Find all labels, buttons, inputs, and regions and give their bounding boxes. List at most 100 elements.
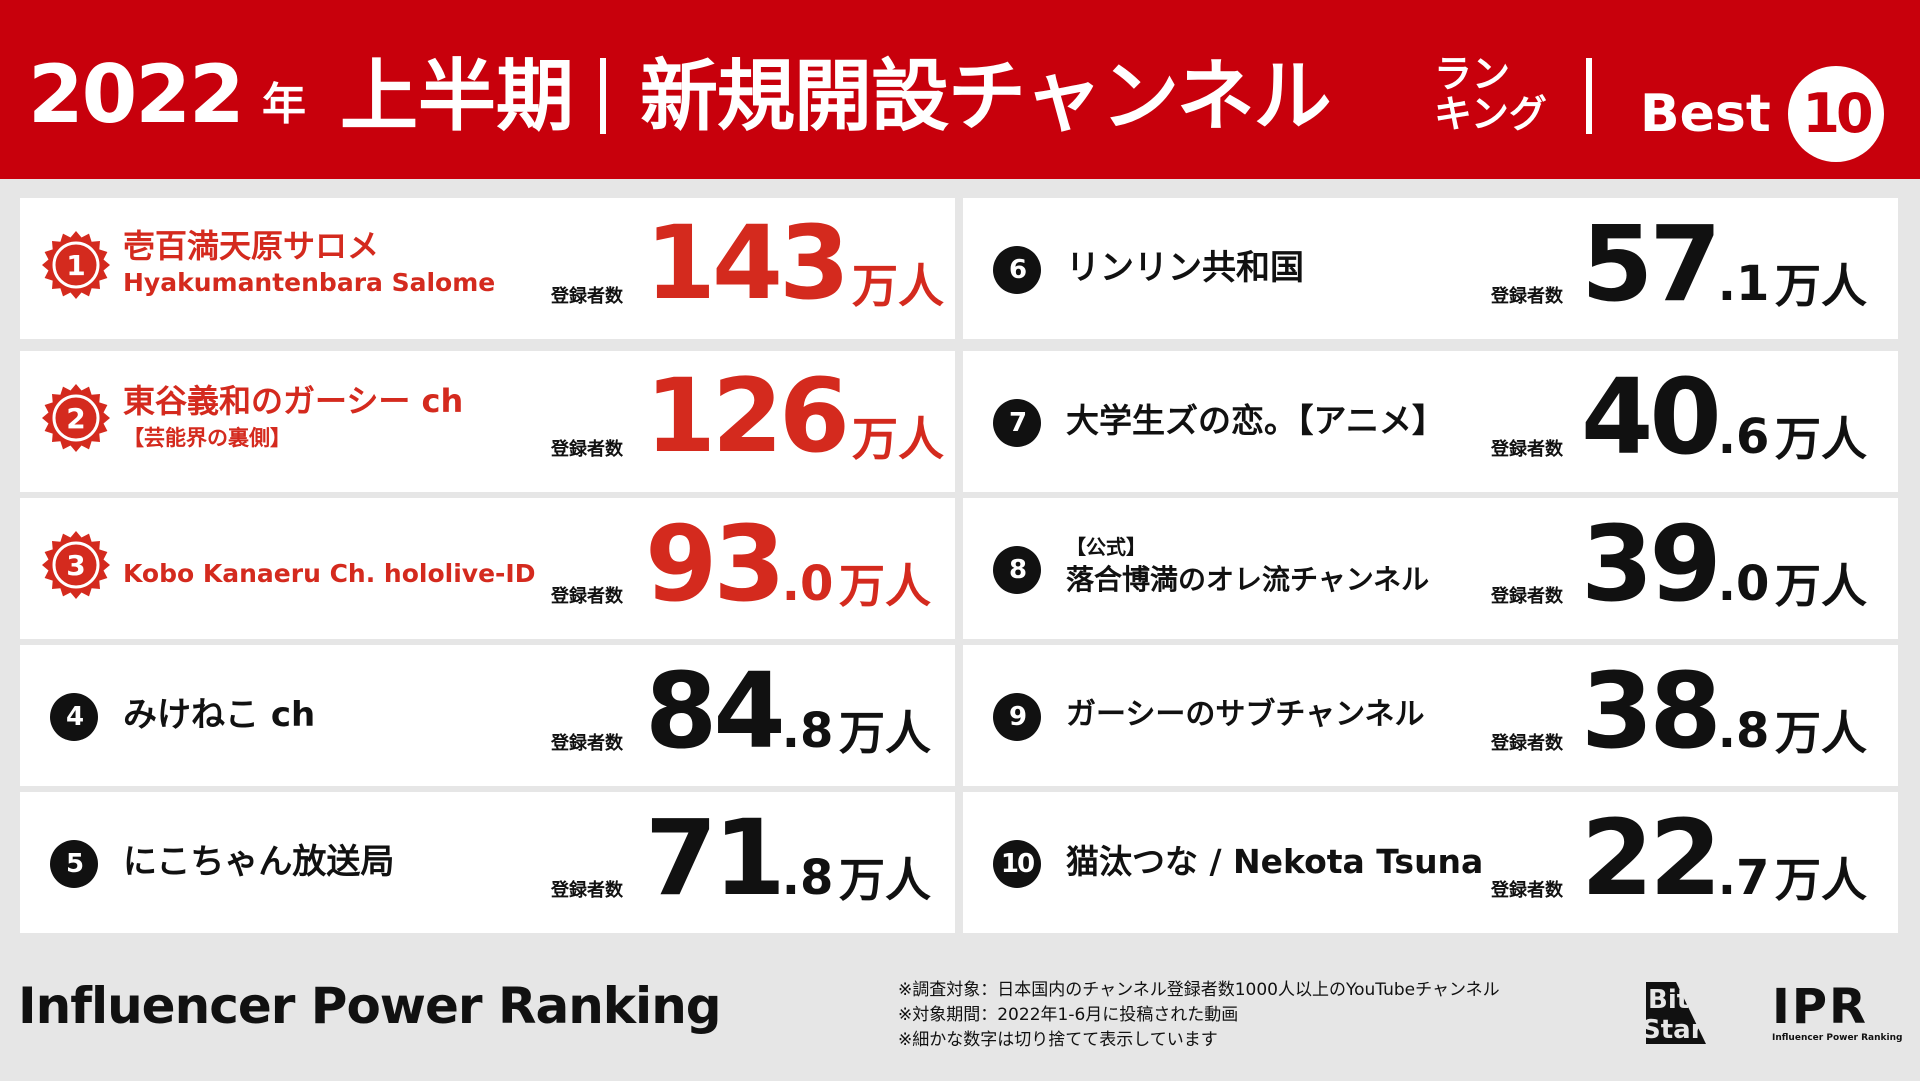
header-divider — [600, 58, 606, 134]
subscriber-unit: 万人 — [839, 706, 931, 760]
rank-number: 5 — [50, 840, 98, 888]
subscriber-count: 143 — [645, 204, 850, 342]
subscriber-count-decimal: .0 — [1717, 556, 1770, 612]
subscriber-count-decimal: .7 — [1717, 850, 1770, 906]
ipr-logo: IPR Influencer Power Ranking — [1772, 982, 1902, 1044]
header-banner: 2022 年 上半期 新規開設チャンネル ラン キング Best 10 — [0, 0, 1920, 179]
subscriber-count-decimal: .1 — [1717, 256, 1770, 312]
ranking-card: 9 ガーシーのサブチャンネル登録者数 38.8 万人 — [963, 645, 1898, 786]
channel-name: 壱百満天原サロメ — [123, 227, 380, 265]
ranking-card: 2 【芸能界の裏側】 東谷義和のガーシー ch 登録者数 126 万人 — [20, 351, 955, 492]
subscriber-count-integer: 93 — [645, 503, 786, 625]
footer-note: ※調査対象：日本国内のチャンネル登録者数1000人以上のYouTubeチャンネル — [898, 980, 1500, 1000]
ipr-logo-subtitle: Influencer Power Ranking — [1772, 1033, 1903, 1043]
header-best: Best — [1640, 84, 1771, 144]
channel-name: にこちゃん放送局 — [123, 842, 395, 882]
subscriber-unit: 万人 — [1775, 706, 1867, 760]
subscriber-unit: 万人 — [852, 412, 944, 466]
subscriber-count-decimal: .8 — [781, 850, 834, 906]
subscriber-count: 84.8 — [645, 651, 833, 791]
subscriber-label: 登録者数 — [551, 733, 623, 754]
rank-number: 7 — [993, 399, 1041, 447]
subscriber-count-integer: 57 — [1581, 203, 1722, 325]
subscriber-count-integer: 143 — [645, 204, 850, 323]
subscriber-unit: 万人 — [839, 853, 931, 907]
bitstar-logo: Bit Star — [1642, 978, 1706, 1045]
rank-medal-icon: 3 — [42, 531, 110, 599]
header-main-title: 新規開設チャンネル — [640, 52, 1332, 142]
ranking-card: 7 大学生ズの恋。【アニメ】 登録者数 40.6 万人 — [963, 351, 1898, 492]
header-divider — [1586, 58, 1592, 134]
ranking-card: 10 猫汰つな / Nekota Tsuna 登録者数 22.7 万人 — [963, 792, 1898, 933]
ranking-card: 3 Kobo Kanaeru Ch. hololive-ID 登録者数 93.0 万人 — [20, 498, 955, 639]
rank-number: 8 — [993, 546, 1041, 594]
subscriber-count-integer: 38 — [1581, 650, 1722, 772]
channel-name: みけねこ ch — [123, 695, 316, 735]
ranking-card: 8 【公式】落合博満のオレ流チャンネル登録者数 39.0 万人 — [963, 498, 1898, 639]
channel-subname: 【芸能界の裏側】 — [123, 426, 291, 450]
subscriber-label: 登録者数 — [1491, 880, 1563, 901]
rank-number: 1 — [66, 249, 85, 282]
channel-subname: 【公式】 — [1066, 535, 1146, 559]
subscriber-label: 登録者数 — [551, 586, 623, 607]
subscriber-label: 登録者数 — [1491, 439, 1563, 460]
header-year: 2022 — [28, 48, 245, 141]
footer-notes: ※調査対象：日本国内のチャンネル登録者数1000人以上のYouTubeチャンネル… — [898, 978, 1500, 1053]
subscriber-count: 93.0 — [645, 504, 833, 644]
header-half: 上半期 — [340, 52, 575, 142]
subscriber-unit: 万人 — [1775, 853, 1867, 907]
channel-subname: Hyakumantenbara Salome — [123, 268, 496, 297]
subscriber-count-decimal: .0 — [781, 556, 834, 612]
channel-name: 東谷義和のガーシー ch — [123, 382, 464, 420]
svg-text:Star: Star — [1642, 1015, 1704, 1045]
channel-name: 落合博満のオレ流チャンネル — [1066, 563, 1430, 596]
subscriber-count: 39.0 — [1581, 504, 1769, 644]
channel-name: 大学生ズの恋。【アニメ】 — [1066, 401, 1445, 440]
ranking-card: 1 Hyakumantenbara Salome 壱百満天原サロメ登録者数 143 万人 — [20, 198, 955, 339]
channel-name: ガーシーのサブチャンネル — [1066, 697, 1425, 732]
rank-number: 4 — [50, 693, 98, 741]
subscriber-count-integer: 84 — [645, 650, 786, 772]
rank-number: 10 — [993, 840, 1041, 888]
subscriber-label: 登録者数 — [551, 439, 623, 460]
ranking-card: 5 にこちゃん放送局 登録者数 71.8 万人 — [20, 792, 955, 933]
subscriber-count: 22.7 — [1581, 798, 1769, 938]
rank-number: 2 — [66, 402, 85, 435]
subscriber-count: 71.8 — [645, 798, 833, 938]
subscriber-count: 38.8 — [1581, 651, 1769, 791]
subscriber-unit: 万人 — [852, 259, 944, 313]
subscriber-unit: 万人 — [1775, 559, 1867, 613]
subscriber-count-integer: 71 — [645, 797, 786, 919]
header-rank-top: ラン — [1434, 52, 1511, 96]
ranking-card: 6 リンリン共和国 登録者数 57.1 万人 — [963, 198, 1898, 339]
subscriber-label: 登録者数 — [551, 286, 623, 307]
subscriber-count-decimal: .8 — [781, 703, 834, 759]
channel-name: リンリン共和国 — [1066, 248, 1304, 288]
subscriber-label: 登録者数 — [1491, 586, 1563, 607]
subscriber-count-integer: 39 — [1581, 503, 1722, 625]
header-year-suffix: 年 — [262, 79, 306, 130]
rank-medal-icon: 1 — [42, 231, 110, 299]
header-best-number: 10 — [1788, 66, 1884, 162]
rank-medal-icon: 2 — [42, 384, 110, 452]
footer-note: ※細かな数字は切り捨てて表示しています — [898, 1030, 1218, 1050]
subscriber-count: 57.1 — [1581, 204, 1769, 344]
subscriber-label: 登録者数 — [1491, 733, 1563, 754]
subscriber-unit: 万人 — [1775, 259, 1867, 313]
footer-title: Influencer Power Ranking — [18, 977, 722, 1035]
svg-text:Bit: Bit — [1648, 985, 1689, 1015]
subscriber-unit: 万人 — [839, 559, 931, 613]
ranking-card: 4 みけねこ ch 登録者数 84.8 万人 — [20, 645, 955, 786]
footer-note: ※対象期間：2022年1-6月に投稿された動画 — [898, 1005, 1239, 1025]
rank-number: 3 — [66, 549, 85, 582]
subscriber-count-integer: 22 — [1581, 797, 1722, 919]
header-rank-bottom: キング — [1434, 92, 1547, 136]
subscriber-count-decimal: .8 — [1717, 703, 1770, 759]
channel-name: Kobo Kanaeru Ch. hololive-ID — [123, 559, 536, 588]
subscriber-count: 40.6 — [1581, 357, 1769, 497]
subscriber-count: 126 — [645, 357, 850, 495]
subscriber-count-integer: 40 — [1581, 356, 1722, 478]
rank-number: 9 — [993, 693, 1041, 741]
ipr-logo-text: IPR — [1772, 979, 1868, 1035]
subscriber-label: 登録者数 — [1491, 286, 1563, 307]
